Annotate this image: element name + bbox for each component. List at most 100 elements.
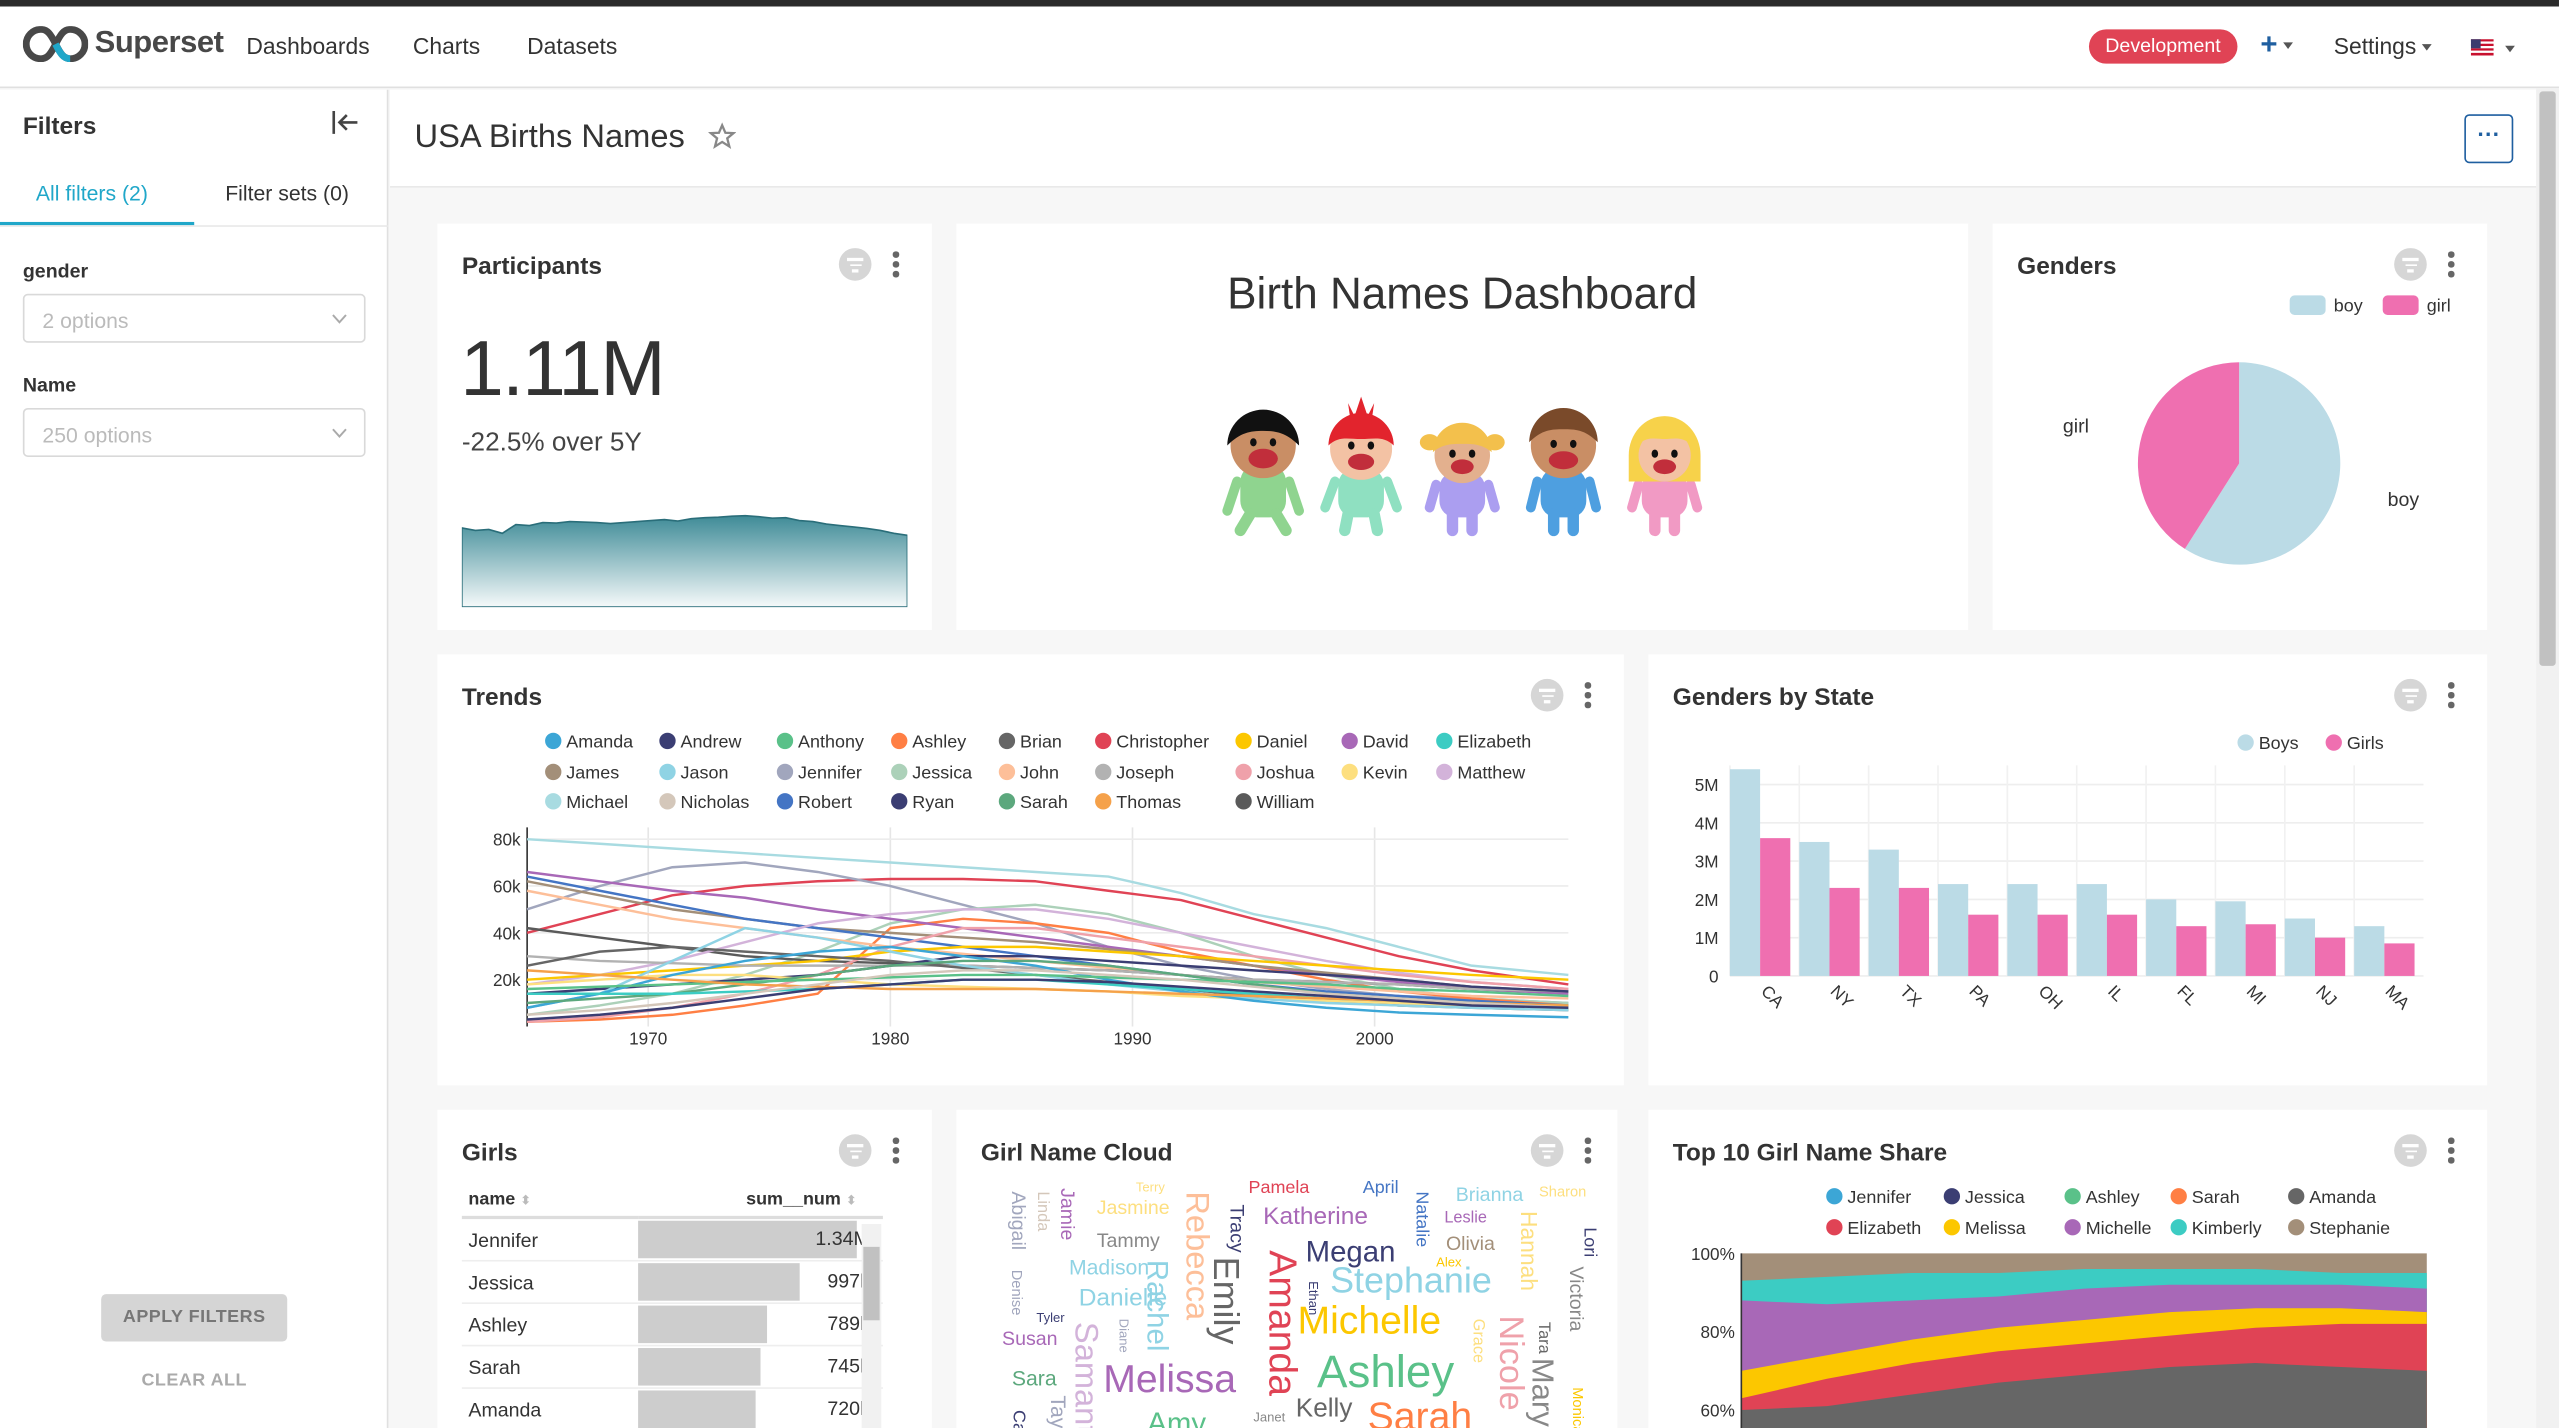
series-line-daniel[interactable]: [527, 945, 1569, 981]
bar-boys-il[interactable]: [2076, 884, 2107, 976]
legend-item-thomas[interactable]: Thomas: [1095, 793, 1181, 813]
pie-slice-boy[interactable]: [2184, 362, 2341, 565]
more-options-icon[interactable]: [892, 251, 900, 280]
legend-item-daniel[interactable]: Daniel: [1235, 732, 1308, 752]
legend-item-kimberly[interactable]: Kimberly: [2170, 1218, 2262, 1238]
nav-datasets[interactable]: Datasets: [527, 32, 618, 59]
table-row[interactable]: Amanda 720k: [461, 1388, 883, 1428]
legend-item-stephanie[interactable]: Stephanie: [2288, 1218, 2390, 1238]
bar-girls-ny[interactable]: [1829, 887, 1860, 976]
more-options-icon[interactable]: [1584, 682, 1592, 711]
legend-item-nicholas[interactable]: Nicholas: [659, 793, 749, 813]
name-filter-select[interactable]: 250 options: [22, 408, 366, 457]
gender-filter-select[interactable]: 2 options: [22, 293, 366, 343]
us-flag-icon[interactable]: [2470, 39, 2494, 56]
bar-girls-ca[interactable]: [1760, 838, 1791, 976]
series-line-nicholas[interactable]: [527, 969, 1569, 1016]
legend-item-amanda[interactable]: Amanda: [545, 732, 633, 752]
legend-item-joshua[interactable]: Joshua: [1235, 762, 1315, 783]
legend-item-melissa[interactable]: Melissa: [1943, 1218, 2026, 1238]
legend-item-brian[interactable]: Brian: [998, 732, 1062, 752]
filter-indicator-icon[interactable]: [2394, 1134, 2427, 1167]
nav-dashboards[interactable]: Dashboards: [246, 32, 370, 59]
bar-boys-ny[interactable]: [1799, 841, 1830, 976]
legend-item-ashley[interactable]: Ashley: [891, 732, 966, 752]
legend-item-sarah[interactable]: Sarah: [998, 793, 1068, 813]
filter-indicator-icon[interactable]: [1530, 1134, 1564, 1167]
star-icon[interactable]: [708, 122, 737, 150]
legend-item-boy[interactable]: boy: [2289, 295, 2363, 317]
legend-item-michelle[interactable]: Michelle: [2064, 1218, 2152, 1238]
bar-boys-ma[interactable]: [2354, 926, 2385, 976]
superset-logo[interactable]: Superset: [22, 26, 224, 63]
chevron-down-icon[interactable]: [2505, 45, 2515, 53]
legend-item-ashley[interactable]: Ashley: [2064, 1188, 2140, 1208]
series-line-amanda[interactable]: [526, 945, 1569, 1019]
legend-item-boys[interactable]: Boys: [2237, 734, 2299, 754]
legend-item-kevin[interactable]: Kevin: [1341, 762, 1408, 783]
settings-menu[interactable]: Settings: [2334, 33, 2432, 59]
nav-charts[interactable]: Charts: [412, 32, 481, 59]
bar-boys-pa[interactable]: [1938, 884, 1969, 976]
column-header-name[interactable]: name ⬍: [461, 1183, 639, 1220]
bar-boys-ca[interactable]: [1729, 769, 1761, 976]
more-options-icon[interactable]: [2448, 682, 2455, 711]
bar-girls-mi[interactable]: [2245, 924, 2276, 976]
legend-item-girl[interactable]: girl: [2382, 295, 2451, 317]
dashboard-menu-button[interactable]: ···: [2464, 114, 2514, 164]
table-scrollbar[interactable]: [861, 1224, 882, 1428]
series-line-joseph[interactable]: [527, 954, 1569, 993]
legend-item-robert[interactable]: Robert: [776, 793, 852, 813]
page-scrollbar-thumb[interactable]: [2539, 91, 2556, 666]
series-line-david[interactable]: [526, 870, 1569, 995]
apply-filters-button[interactable]: APPLY FILTERS: [101, 1294, 288, 1342]
more-options-icon[interactable]: [2448, 251, 2455, 280]
filter-indicator-icon[interactable]: [838, 1134, 872, 1167]
legend-item-girls[interactable]: Girls: [2325, 734, 2384, 754]
bar-girls-tx[interactable]: [1898, 887, 1930, 976]
legend-item-jessica[interactable]: Jessica: [1943, 1188, 2025, 1208]
legend-item-elizabeth[interactable]: Elizabeth: [1826, 1218, 1921, 1238]
legend-item-william[interactable]: William: [1235, 793, 1314, 813]
legend-item-matthew[interactable]: Matthew: [1436, 762, 1525, 783]
table-row[interactable]: Sarah 745k: [461, 1345, 883, 1389]
filter-indicator-icon[interactable]: [2394, 678, 2427, 712]
dashboard-title[interactable]: USA Births Names: [414, 119, 685, 156]
area-amanda[interactable]: [1741, 1363, 2427, 1428]
collapse-icon[interactable]: [331, 109, 360, 135]
legend-item-christopher[interactable]: Christopher: [1095, 732, 1209, 752]
bar-boys-mi[interactable]: [2215, 901, 2246, 976]
legend-item-john[interactable]: John: [998, 762, 1059, 783]
more-options-icon[interactable]: [1584, 1137, 1592, 1167]
bar-girls-pa[interactable]: [1968, 914, 1999, 976]
legend-item-jennifer[interactable]: Jennifer: [776, 762, 862, 783]
bar-boys-oh[interactable]: [2007, 884, 2038, 976]
legend-item-andrew[interactable]: Andrew: [659, 732, 741, 752]
filter-indicator-icon[interactable]: [1530, 678, 1564, 712]
legend-item-jason[interactable]: Jason: [659, 762, 728, 783]
tab-filter-sets[interactable]: Filter sets (0): [225, 181, 349, 206]
tab-all-filters[interactable]: All filters (2): [35, 181, 148, 206]
legend-item-elizabeth[interactable]: Elizabeth: [1436, 732, 1531, 752]
legend-item-joseph[interactable]: Joseph: [1095, 762, 1174, 783]
series-line-ryan[interactable]: [527, 978, 1569, 1021]
filter-indicator-icon[interactable]: [838, 248, 872, 281]
table-row[interactable]: Ashley 789k: [461, 1303, 883, 1347]
series-line-joshua[interactable]: [527, 926, 1569, 1024]
bar-girls-fl[interactable]: [2176, 926, 2207, 976]
new-menu-button[interactable]: +: [2260, 28, 2293, 62]
legend-item-jennifer[interactable]: Jennifer: [1826, 1188, 1911, 1208]
bar-girls-ma[interactable]: [2384, 943, 2415, 976]
series-line-michael[interactable]: [527, 837, 1569, 977]
legend-item-michael[interactable]: Michael: [545, 793, 628, 813]
table-row[interactable]: Jessica 997k: [461, 1260, 883, 1304]
legend-item-jessica[interactable]: Jessica: [891, 762, 972, 783]
table-row[interactable]: Jennifer 1.34M: [461, 1217, 883, 1262]
bar-girls-oh[interactable]: [2037, 914, 2068, 976]
pie-slice-girl[interactable]: [2137, 362, 2240, 549]
legend-item-david[interactable]: David: [1341, 732, 1409, 752]
legend-item-anthony[interactable]: Anthony: [776, 732, 864, 752]
legend-item-sarah[interactable]: Sarah: [2170, 1188, 2240, 1208]
legend-item-ryan[interactable]: Ryan: [891, 793, 954, 813]
filter-indicator-icon[interactable]: [2394, 248, 2427, 281]
